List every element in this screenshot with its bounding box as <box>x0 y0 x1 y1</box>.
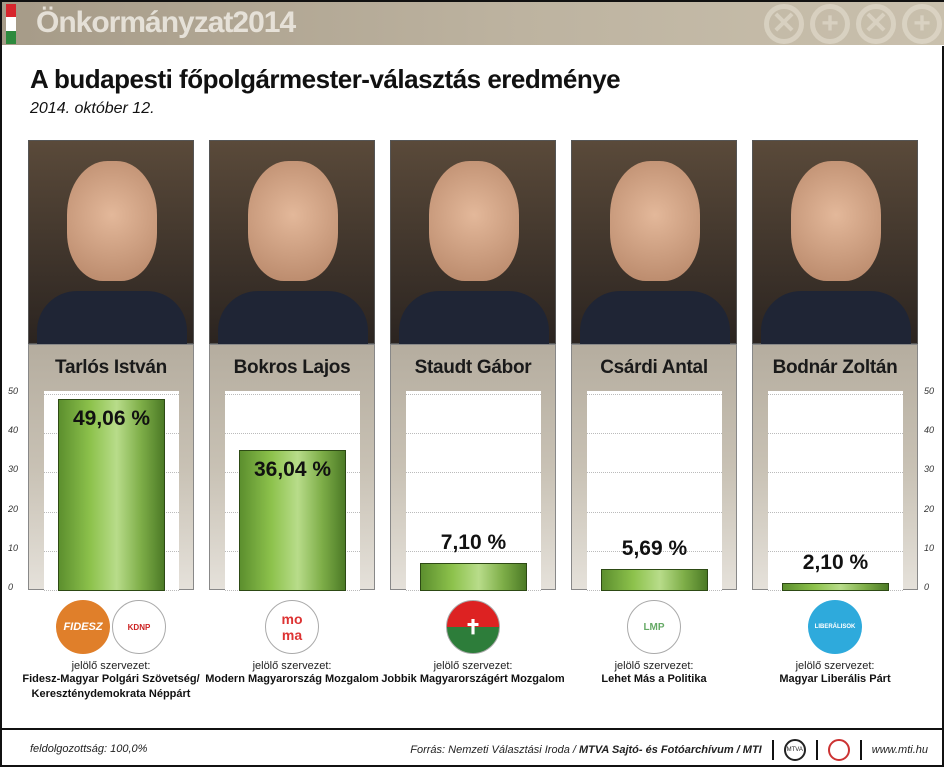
y-axis-tick: 0 <box>8 582 14 592</box>
org-label: jelölő szervezet: <box>433 660 513 672</box>
candidate-panel: Bodnár Zoltán 2,10 % <box>752 344 918 591</box>
party-logo-icon: ✝ <box>373 598 573 656</box>
result-value: 2,10 % <box>802 551 869 574</box>
candidate-photo <box>28 140 194 345</box>
org-name: Jobbik Magyarországért Mozgalom <box>381 673 565 685</box>
y-axis-tick: 50 <box>924 386 935 396</box>
site-link[interactable]: www.mti.hu <box>871 744 928 756</box>
party-info: ✝ jelölő szervezet: Jobbik Magyarországé… <box>373 598 573 687</box>
org-name: Fidesz-Magyar Polgári Szövetség/ Kereszt… <box>22 673 200 700</box>
y-axis-tick: 30 <box>924 464 935 475</box>
result-bar <box>58 399 165 591</box>
processing-status: feldolgozottság: 100,0% <box>30 743 148 755</box>
candidate-panel: Csárdi Antal 5,69 % <box>571 344 737 591</box>
bar-plot-area: 7,10 % <box>406 391 541 591</box>
footer: feldolgozottság: 100,0% Forrás: Nemzeti … <box>2 728 942 765</box>
result-bar <box>782 583 889 591</box>
party-logo-icon: LIBERÁLISOK <box>735 598 935 656</box>
result-value: 36,04 % <box>253 458 332 481</box>
candidate-column: Tarlós István 49,06 % <box>28 140 194 591</box>
y-axis-tick: 10 <box>924 542 935 553</box>
ballot-marks-decoration: ✕ + ✕ + <box>764 2 944 46</box>
header-banner: Önkormányzat2014 ✕ + ✕ + <box>2 2 944 46</box>
candidate-photo <box>209 140 375 345</box>
mti-logo-icon <box>827 739 850 761</box>
source-text: Forrás: Nemzeti Választási Iroda / <box>410 744 576 756</box>
party-info: mo ma jelölő szervezet: Modern Magyarorsz… <box>192 598 392 687</box>
org-label: jelölő szervezet: <box>252 660 332 672</box>
candidate-photo <box>390 140 556 345</box>
result-value: 49,06 % <box>72 407 151 430</box>
party-info: LMP jelölő szervezet: Lehet Más a Politi… <box>554 598 754 687</box>
y-axis-tick: 20 <box>8 503 19 514</box>
election-date: 2014. október 12. <box>30 100 155 117</box>
bar-plot-area: 2,10 % <box>768 391 903 591</box>
y-axis-tick: 10 <box>8 542 19 553</box>
org-name: Magyar Liberális Párt <box>779 673 891 685</box>
result-bar <box>239 450 346 591</box>
org-name: Modern Magyarország Mozgalom <box>205 673 379 685</box>
y-axis-tick: 50 <box>8 386 19 396</box>
candidate-column: Csárdi Antal 5,69 % <box>571 140 737 591</box>
bar-plot-area: 5,69 % <box>587 391 722 591</box>
candidate-name: Csárdi Antal <box>600 357 708 378</box>
result-value: 7,10 % <box>440 531 507 554</box>
party-logo-icon: mo ma <box>192 598 392 656</box>
y-axis-tick: 30 <box>8 464 19 475</box>
org-label: jelölő szervezet: <box>71 660 151 672</box>
candidate-column: Bokros Lajos 36,04 % <box>209 140 375 591</box>
bar-plot-area: 49,06 % <box>44 391 179 591</box>
candidate-name: Bodnár Zoltán <box>772 357 898 378</box>
candidate-photo <box>752 140 918 345</box>
y-axis-tick: 40 <box>8 425 19 436</box>
candidate-column: Staudt Gábor 7,10 % <box>390 140 556 591</box>
result-bar <box>601 569 708 591</box>
page-title: A budapesti főpolgármester-választás ere… <box>30 64 621 94</box>
mtva-logo-icon: MTVA <box>783 739 806 761</box>
brand-title: Önkormányzat2014 <box>36 6 296 39</box>
candidate-name: Staudt Gábor <box>414 357 532 378</box>
party-info: FIDESZ KDNP jelölő szervezet: Fidesz-Magy… <box>11 598 211 702</box>
result-bar <box>420 563 527 591</box>
result-value: 5,69 % <box>621 537 688 560</box>
source-bold: MTVA Sajtó- és Fotóarchívum / MTI <box>579 744 762 756</box>
candidate-panel: Tarlós István 49,06 % <box>28 344 194 591</box>
party-logo-icon: FIDESZ KDNP <box>11 598 211 656</box>
candidate-panel: Staudt Gábor 7,10 % <box>390 344 556 591</box>
candidate-panel: Bokros Lajos 36,04 % <box>209 344 375 591</box>
y-axis-tick: 0 <box>924 582 930 592</box>
bar-plot-area: 36,04 % <box>225 391 360 591</box>
candidate-column: Bodnár Zoltán 2,10 % <box>752 140 918 591</box>
org-label: jelölő szervezet: <box>795 660 875 672</box>
candidate-name: Bokros Lajos <box>233 357 351 378</box>
party-logo-icon: LMP <box>554 598 754 656</box>
y-axis-tick: 40 <box>924 425 935 436</box>
org-label: jelölő szervezet: <box>614 660 694 672</box>
hungarian-flag-icon <box>6 4 16 44</box>
y-axis-tick: 20 <box>924 503 935 514</box>
candidate-photo <box>571 140 737 345</box>
party-info: LIBERÁLISOK jelölő szervezet: Magyar Lib… <box>735 598 935 687</box>
candidate-name: Tarlós István <box>55 357 167 378</box>
org-name: Lehet Más a Politika <box>601 673 707 685</box>
